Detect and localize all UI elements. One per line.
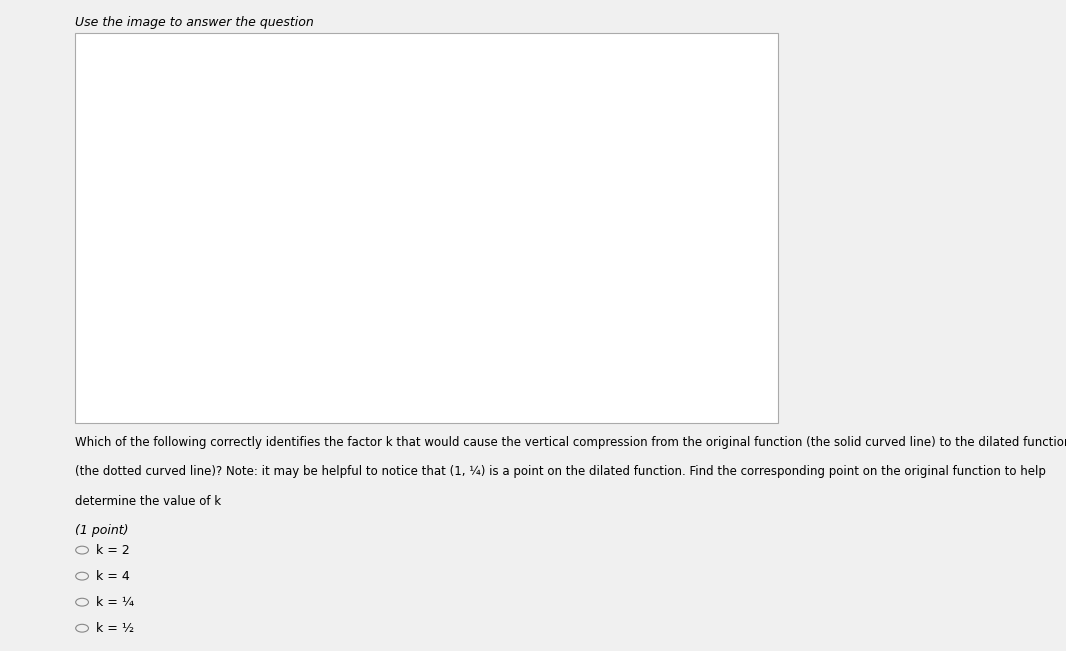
Text: determine the value of k: determine the value of k [75,495,221,508]
Text: 2: 2 [681,408,689,418]
Text: (1 point): (1 point) [75,524,128,537]
Text: k = ¼: k = ¼ [96,596,134,609]
Text: k = 2: k = 2 [96,544,130,557]
Text: k = 4: k = 4 [96,570,130,583]
Text: 1: 1 [259,118,265,128]
Text: y: y [286,59,293,72]
Text: x: x [717,260,725,272]
Text: Use the image to answer the question: Use the image to answer the question [75,16,313,29]
Text: 0: 0 [259,287,265,298]
Text: 1: 1 [479,408,486,418]
Text: Which of the following correctly identifies the factor k that would cause the ve: Which of the following correctly identif… [75,436,1066,449]
Text: -0.5: -0.5 [167,408,190,418]
Text: k = ½: k = ½ [96,622,134,635]
Text: 0.5: 0.5 [372,408,390,418]
Text: 1.5: 1.5 [575,408,593,418]
Text: (the dotted curved line)? Note: it may be helpful to notice that (1, ¼) is a poi: (the dotted curved line)? Note: it may b… [75,465,1046,478]
Text: -0.5: -0.5 [244,353,265,363]
Text: 0: 0 [276,408,284,418]
Text: 0.5: 0.5 [248,196,265,206]
